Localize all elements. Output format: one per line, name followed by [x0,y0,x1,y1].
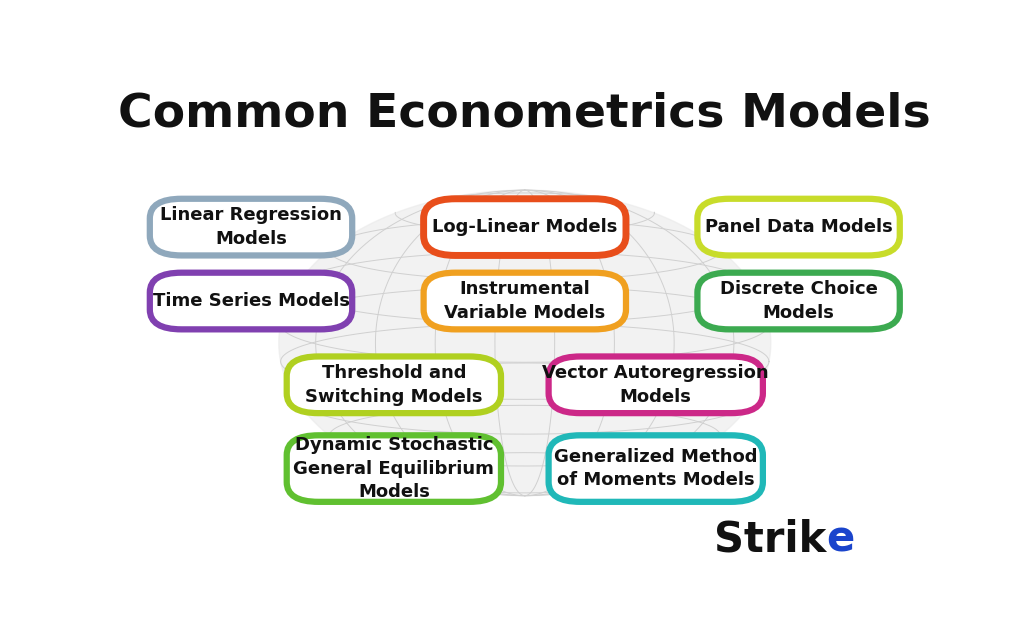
FancyBboxPatch shape [549,435,763,502]
Text: Discrete Choice
Models: Discrete Choice Models [720,280,878,322]
Text: Linear Regression
Models: Linear Regression Models [160,206,342,248]
Text: Panel Data Models: Panel Data Models [705,218,893,236]
FancyBboxPatch shape [697,273,900,330]
Polygon shape [279,190,771,495]
FancyBboxPatch shape [287,435,501,502]
FancyBboxPatch shape [150,199,352,255]
Text: Generalized Method
of Moments Models: Generalized Method of Moments Models [554,448,758,490]
FancyBboxPatch shape [424,199,626,255]
Text: Vector Autoregression
Models: Vector Autoregression Models [543,364,769,406]
Text: e: e [826,518,855,560]
Text: Time Series Models: Time Series Models [153,292,349,310]
Text: Common Econometrics Models: Common Econometrics Models [119,92,931,136]
Text: Strik: Strik [714,518,826,560]
Text: Dynamic Stochastic
General Equilibrium
Models: Dynamic Stochastic General Equilibrium M… [294,436,495,501]
Text: Instrumental
Variable Models: Instrumental Variable Models [444,280,605,322]
FancyBboxPatch shape [697,199,900,255]
FancyBboxPatch shape [150,273,352,330]
FancyBboxPatch shape [424,273,626,330]
Text: Log-Linear Models: Log-Linear Models [432,218,617,236]
Text: Threshold and
Switching Models: Threshold and Switching Models [305,364,482,406]
FancyBboxPatch shape [287,356,501,413]
FancyBboxPatch shape [549,356,763,413]
